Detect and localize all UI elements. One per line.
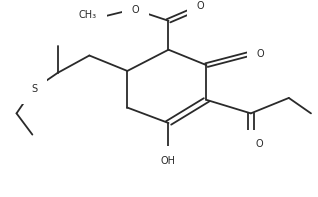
Text: O: O xyxy=(131,5,139,15)
Text: S: S xyxy=(31,84,37,94)
Text: O: O xyxy=(257,49,264,59)
Text: O: O xyxy=(196,1,204,11)
Text: CH₃: CH₃ xyxy=(79,10,97,20)
Text: OH: OH xyxy=(161,156,176,166)
Text: O: O xyxy=(256,139,264,149)
